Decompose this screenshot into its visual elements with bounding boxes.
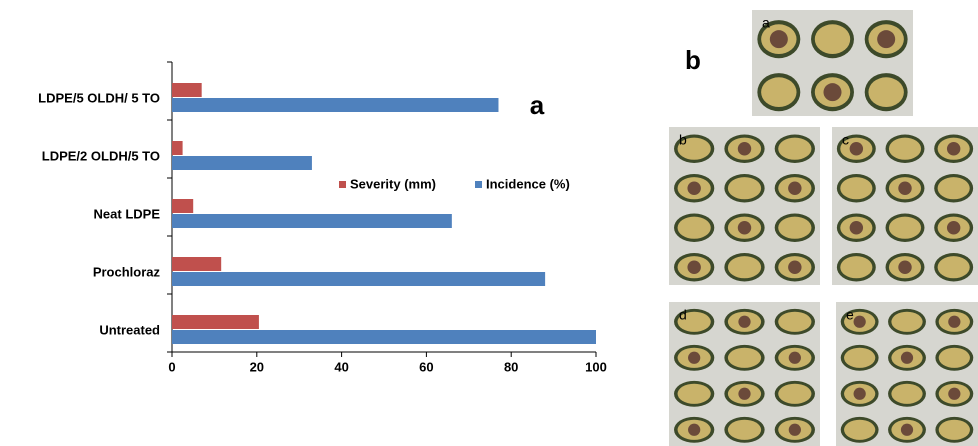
photo-label: e: [846, 307, 854, 323]
avocado-flesh: [938, 177, 970, 199]
avocado-flesh: [778, 138, 811, 160]
avocado-flesh: [844, 420, 875, 440]
avocado-flesh: [815, 24, 850, 54]
avocado-seed: [898, 261, 911, 274]
photo-label: b: [679, 132, 687, 148]
legend-label: Incidence (%): [486, 176, 570, 191]
avocado-flesh: [778, 384, 811, 404]
avocado-seed: [788, 261, 801, 274]
avocado-seed: [854, 388, 866, 400]
x-tick-label: 0: [168, 359, 175, 374]
photo-label: a: [762, 15, 770, 31]
avocado-seed: [947, 142, 960, 155]
avocado-flesh: [889, 217, 921, 239]
x-tick-label: 80: [504, 359, 518, 374]
y-tick-label: Neat LDPE: [94, 206, 161, 221]
avocado-seed: [850, 142, 863, 155]
x-tick-label: 40: [334, 359, 348, 374]
legend-swatch: [475, 181, 482, 188]
photo-label: d: [679, 307, 687, 323]
photo-label: c: [842, 132, 849, 148]
avocado-seed: [947, 221, 960, 234]
avocado-seed: [688, 352, 700, 364]
avocado-flesh: [939, 348, 970, 368]
legend-label: Severity (mm): [350, 176, 436, 191]
bar: [172, 272, 545, 286]
avocado-seed: [854, 316, 866, 328]
avocado-seed: [948, 316, 960, 328]
avocado-seed: [850, 221, 863, 234]
avocado-flesh: [889, 138, 921, 160]
avocado-flesh: [938, 256, 970, 278]
y-tick-label: Prochloraz: [93, 264, 161, 279]
avocado-seed: [738, 388, 750, 400]
avocado-seed: [823, 83, 841, 101]
bar: [172, 214, 452, 228]
panel-label: a: [530, 90, 545, 120]
avocado-seed: [688, 424, 700, 436]
avocado-flesh: [728, 256, 761, 278]
avocado-seed: [877, 30, 895, 48]
x-tick-label: 100: [585, 359, 607, 374]
avocado-flesh: [728, 420, 761, 440]
avocado-flesh: [939, 420, 970, 440]
bar: [172, 141, 183, 155]
panel-label: b: [685, 45, 701, 75]
avocado-seed: [788, 182, 801, 195]
avocado-seed: [948, 388, 960, 400]
avocado-seed: [789, 424, 801, 436]
avocado-flesh: [844, 348, 875, 368]
avocado-seed: [738, 221, 751, 234]
avocado-seed: [789, 352, 801, 364]
avocado-flesh: [891, 312, 922, 332]
avocado-seed: [687, 182, 700, 195]
bar: [172, 330, 596, 344]
y-tick-label: Untreated: [99, 322, 160, 337]
bar: [172, 315, 259, 329]
avocado-seed: [901, 352, 913, 364]
x-tick-label: 60: [419, 359, 433, 374]
bar: [172, 156, 312, 170]
avocado-flesh: [678, 384, 711, 404]
avocado-flesh: [778, 312, 811, 332]
figure: a b 0 20 40 60 80 100 LDPE/5 OLDH/ 5 TO LDPE/2 …: [0, 0, 978, 446]
avocado-flesh: [868, 77, 903, 107]
avocado-flesh: [728, 348, 761, 368]
avocado-seed: [738, 142, 751, 155]
avocado-seed: [901, 424, 913, 436]
avocado-seed: [898, 182, 911, 195]
x-tick-label: 20: [250, 359, 264, 374]
legend-swatch: [339, 181, 346, 188]
y-tick-label: LDPE/2 OLDH/5 TO: [42, 148, 160, 163]
avocado-flesh: [678, 217, 711, 239]
bar: [172, 98, 498, 112]
avocado-flesh: [728, 177, 761, 199]
avocado-flesh: [761, 77, 796, 107]
avocado-flesh: [840, 256, 872, 278]
avocado-seed: [687, 261, 700, 274]
bar: [172, 83, 202, 97]
avocado-flesh: [778, 217, 811, 239]
avocado-flesh: [891, 384, 922, 404]
bar: [172, 199, 193, 213]
y-tick-label: LDPE/5 OLDH/ 5 TO: [38, 90, 160, 105]
bar: [172, 257, 221, 271]
avocado-flesh: [840, 177, 872, 199]
avocado-seed: [770, 30, 788, 48]
avocado-seed: [738, 316, 750, 328]
